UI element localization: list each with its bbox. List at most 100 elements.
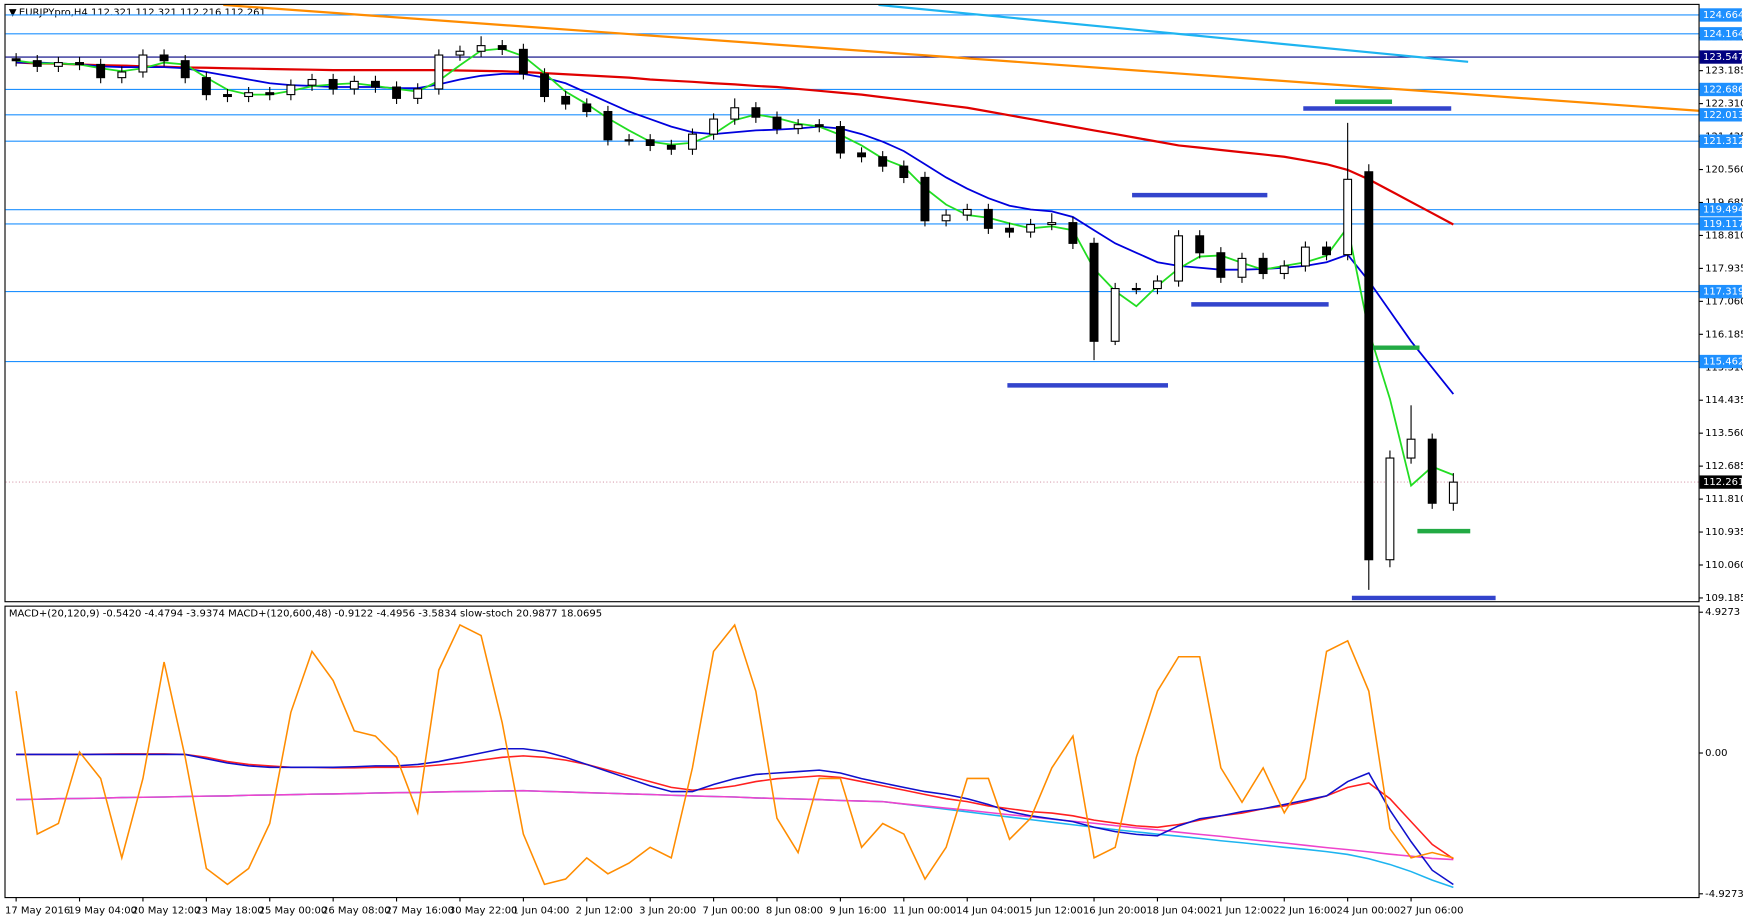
candle-body	[159, 54, 169, 62]
candle-body	[941, 214, 951, 222]
candle-body	[1258, 257, 1268, 275]
x-tick-label: 19 May 04:00	[68, 905, 137, 916]
y-tick-label: 111.810	[1705, 494, 1743, 505]
candle-body	[1279, 265, 1289, 275]
trend-line	[223, 4, 1699, 112]
candle-body	[730, 107, 740, 120]
indicator-line	[15, 623, 1454, 886]
x-tick-label: 25 May 00:00	[259, 905, 328, 916]
chart-title: EURJPYpro,H4 112.321 112.321 112.216 112…	[19, 8, 266, 19]
candle-body	[751, 107, 761, 118]
candle-body	[1131, 287, 1141, 291]
y-tick-label: 0.00	[1705, 748, 1727, 759]
candle-body	[920, 176, 930, 222]
y-tick-label: 123.185	[1705, 66, 1743, 77]
level-label-box	[1699, 108, 1742, 122]
y-tick-label: 118.810	[1705, 230, 1743, 241]
candle-body	[32, 60, 42, 67]
candle-body	[666, 144, 676, 150]
candle-body	[117, 71, 127, 79]
level-label: 115.462	[1703, 357, 1743, 368]
x-tick-label: 22 Jun 16:00	[1273, 905, 1337, 916]
level-label-box	[1699, 354, 1742, 369]
candle-body	[1216, 252, 1226, 278]
y-tick-label: 117.060	[1705, 296, 1743, 307]
axes: 109.185 110.060 110.935 111.810 112.685 113.5…	[5, 8, 1743, 916]
candle-body	[455, 50, 465, 56]
indicator-line	[16, 61, 1455, 395]
candle-body	[1152, 280, 1162, 290]
y-tick-label: 4.9273	[1705, 607, 1740, 618]
x-tick-label: 17 May 2016	[5, 905, 70, 916]
last-price-label: 112.261	[1703, 477, 1743, 488]
level-label-box	[1699, 50, 1742, 64]
y-tick-label: -4.9273	[1705, 889, 1743, 900]
y-tick-label: 122.310	[1705, 99, 1743, 110]
x-tick-label: 20 May 12:00	[132, 905, 201, 916]
x-tick-label: 8 Jun 08:00	[766, 905, 823, 916]
candle-body	[180, 60, 190, 79]
candle-body	[645, 139, 655, 146]
candle-body	[1406, 438, 1416, 459]
y-tick-label: 116.185	[1705, 329, 1743, 340]
x-tick-label: 16 Jun 20:00	[1083, 905, 1147, 916]
level-label: 122.686	[1703, 84, 1743, 95]
y-tick-label: 117.935	[1705, 263, 1743, 274]
y-tick-label: 110.935	[1705, 527, 1743, 538]
indicator-line	[16, 789, 1454, 861]
candle-body	[307, 78, 317, 86]
y-tick-label: 120.560	[1705, 165, 1743, 176]
candle-body	[392, 86, 402, 99]
candle-body	[1385, 457, 1395, 561]
candle-body	[497, 45, 507, 50]
candle-body	[1427, 438, 1437, 504]
candle-body	[1322, 246, 1331, 256]
candle-body	[75, 62, 84, 66]
level-label: 123.547	[1703, 52, 1743, 63]
level-label: 119.117	[1703, 219, 1743, 230]
candle-body	[983, 208, 993, 229]
y-tick-label: 109.185	[1705, 593, 1743, 604]
x-tick-label: 3 Jun 20:00	[639, 905, 696, 916]
menu-arrow[interactable]: ▼	[9, 8, 17, 19]
candle-body	[1026, 223, 1036, 233]
x-tick-label: 26 May 08:00	[322, 905, 391, 916]
level-label: 124.164	[1703, 29, 1743, 40]
candle-body	[286, 84, 296, 96]
price-plot	[5, 4, 1699, 590]
candle-body	[772, 116, 782, 130]
indicator-title: MACD+(20,120,9) -0.5420 -4.4794 -3.9374 …	[9, 608, 602, 619]
level-label: 119.494	[1703, 205, 1743, 216]
candle-body	[413, 88, 423, 99]
indicator-line	[16, 61, 1454, 226]
candle-body	[518, 48, 528, 75]
candle-body	[328, 78, 338, 90]
x-tick-label: 2 Jun 12:00	[576, 905, 633, 916]
x-tick-label: 14 Jun 04:00	[956, 905, 1020, 916]
candle-body	[1068, 222, 1078, 244]
candle-body	[688, 133, 697, 150]
candle-body	[1110, 287, 1120, 342]
indicator-line	[16, 747, 1454, 886]
x-tick-label: 7 Jun 00:00	[702, 905, 759, 916]
candle-body	[1237, 257, 1247, 278]
level-label-box	[1699, 27, 1742, 41]
x-tick-label: 15 Jun 12:00	[1020, 905, 1084, 916]
candle-body	[1089, 242, 1099, 342]
level-label-box	[1699, 82, 1742, 97]
candle-body	[1300, 246, 1310, 267]
candle-body	[857, 152, 866, 158]
candle-body	[1195, 235, 1205, 254]
candle-body	[709, 118, 719, 135]
candle-body	[11, 58, 21, 62]
candle-body	[1448, 481, 1458, 504]
x-tick-label: 9 Jun 16:00	[829, 905, 886, 916]
candle-body	[603, 110, 613, 141]
candle-body	[223, 94, 232, 98]
candle-body	[1047, 222, 1057, 226]
x-tick-label: 18 Jun 04:00	[1146, 905, 1210, 916]
candle-body	[1005, 227, 1014, 233]
candle-body	[244, 92, 254, 98]
level-label-box	[1699, 8, 1742, 22]
y-tick-label: 110.060	[1705, 560, 1743, 571]
